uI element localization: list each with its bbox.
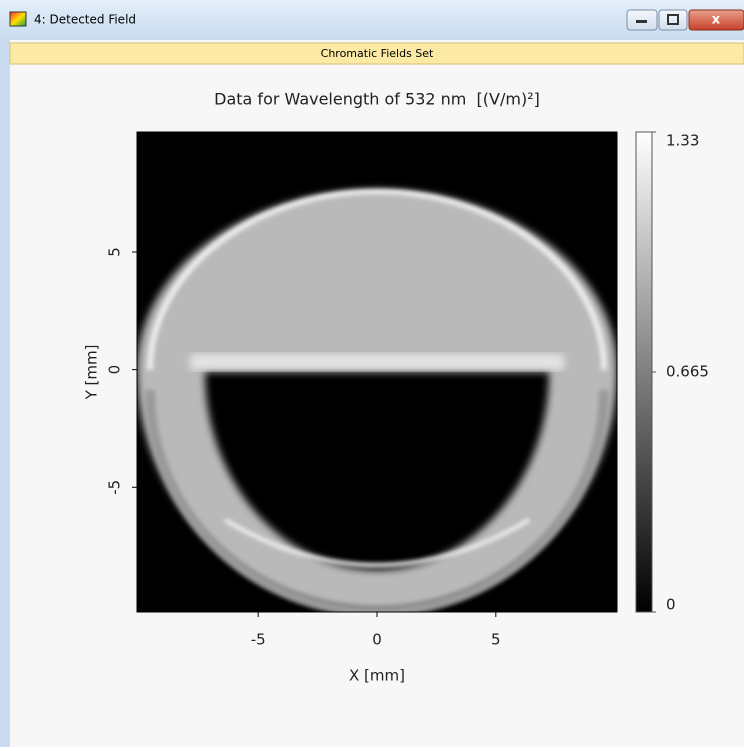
x-axis-label: X [mm] — [349, 667, 405, 685]
y-tick-label: 0 — [106, 365, 124, 375]
x-tick-label: -5 — [251, 631, 266, 649]
window-icon — [10, 12, 26, 26]
page: 4: Detected Field x Chromatic Fields Set… — [0, 0, 744, 747]
window: 4: Detected Field x Chromatic Fields Set… — [0, 0, 744, 747]
x-tick-label: 0 — [372, 631, 382, 649]
y-tick-label: 5 — [106, 247, 124, 257]
close-icon: x — [712, 13, 721, 28]
colorbar-tick-label: 1.33 — [666, 132, 699, 150]
tab-label: Chromatic Fields Set — [321, 47, 434, 60]
heatmap — [137, 132, 617, 612]
x-tick-label: 5 — [491, 631, 501, 649]
colorbar-tick-label: 0.665 — [666, 363, 709, 381]
colorbar — [636, 132, 652, 612]
minimize-icon — [636, 20, 647, 23]
chart-title: Data for Wavelength of 532 nm [(V/m)²] — [214, 90, 540, 109]
window-title: 4: Detected Field — [34, 13, 136, 27]
y-axis-label: Y [mm] — [83, 345, 101, 401]
y-tick-label: -5 — [106, 480, 124, 495]
maximize-button[interactable] — [659, 10, 687, 30]
colorbar-tick-label: 0 — [666, 596, 676, 614]
